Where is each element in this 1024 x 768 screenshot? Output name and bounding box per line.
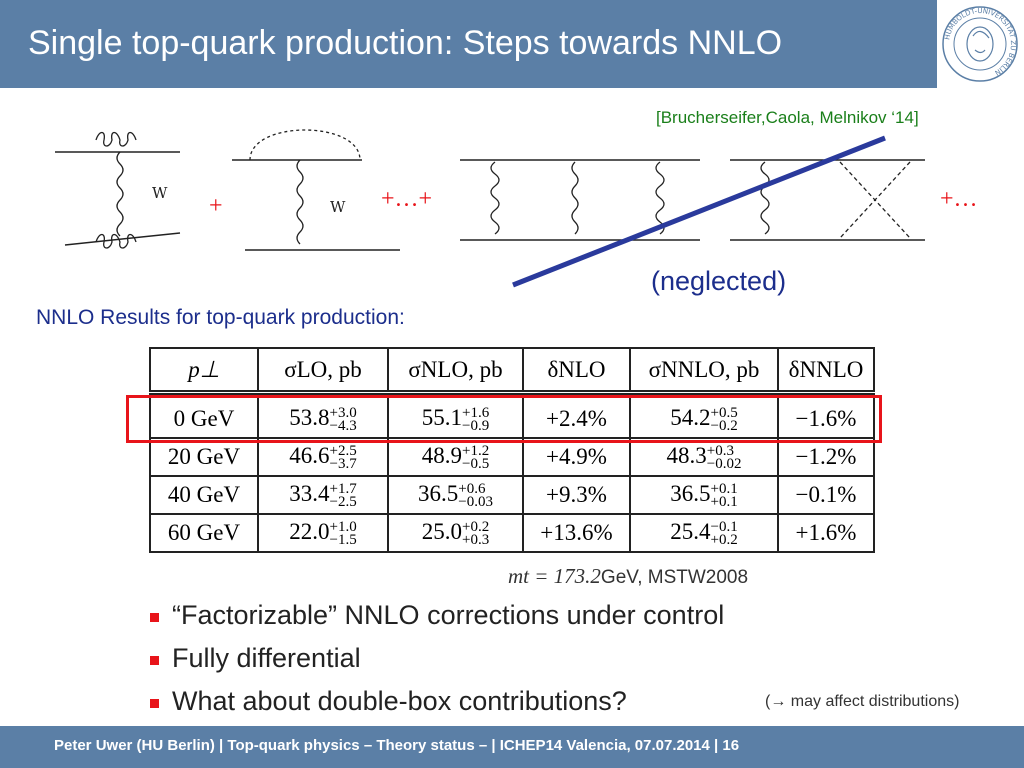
header-bar bbox=[0, 0, 1024, 88]
nnlo-cell: 48.3+0.3 −0.02 bbox=[629, 437, 779, 477]
diagram-1 bbox=[55, 131, 181, 249]
diagram-4 bbox=[730, 159, 925, 241]
neglected-label: (neglected) bbox=[651, 266, 787, 296]
mt-value: mt = 173.2 bbox=[508, 564, 601, 588]
nnlo-cell: 54.2+0.5 −0.2 bbox=[629, 391, 779, 439]
diagram-3 bbox=[460, 159, 700, 241]
plus-sign-2: +…+ bbox=[381, 186, 433, 212]
footer-bar: Peter Uwer (HU Berlin) | Top-quark physi… bbox=[0, 726, 1024, 768]
nlo-cell: 55.1+1.6 −0.9 bbox=[387, 391, 524, 439]
footer-text: Peter Uwer (HU Berlin) | Top-quark physi… bbox=[54, 737, 740, 754]
dnnlo-cell: −1.2% bbox=[777, 437, 875, 477]
results-heading: NNLO Results for top-quark production: bbox=[36, 306, 405, 329]
pt-cell: 20 GeV bbox=[149, 437, 259, 477]
dnlo-cell: +2.4% bbox=[522, 391, 631, 439]
table-row: 0 GeV 53.8+3.0 −4.3 55.1+1.6 −0.9 +2.4% 54… bbox=[149, 391, 875, 439]
strike-line bbox=[512, 135, 886, 288]
lo-cell: 46.6+2.5 −3.7 bbox=[257, 437, 389, 477]
dnlo-cell: +9.3% bbox=[522, 475, 631, 515]
pt-cell: 60 GeV bbox=[149, 513, 259, 553]
lo-cell: 53.8+3.0 −4.3 bbox=[257, 391, 389, 439]
col-header: σNNLO, pb bbox=[629, 347, 779, 395]
col-header: δNNLO bbox=[777, 347, 875, 395]
highlight-box bbox=[126, 395, 882, 443]
col-header: δNLO bbox=[522, 347, 631, 395]
parameter-note: mt = 173.2GeV, MSTW2008 bbox=[508, 564, 748, 589]
dnnlo-cell: −1.6% bbox=[777, 391, 875, 439]
col-header: p⊥ bbox=[149, 347, 259, 395]
plus-sign-3: +… bbox=[940, 186, 978, 212]
diagram-2 bbox=[232, 129, 400, 251]
dnlo-cell: +13.6% bbox=[522, 513, 631, 553]
table-header-row: p⊥ σLO, pb σNLO, pb δNLO σNNLO, pb δNNLO bbox=[149, 347, 875, 395]
page-title: Single top-quark production: Steps towar… bbox=[28, 24, 783, 62]
w-boson-label-1: W bbox=[152, 184, 168, 202]
plus-sign-1: + bbox=[209, 193, 223, 219]
col-header: σNLO, pb bbox=[387, 347, 524, 395]
table-row: 60 GeV 22.0+1.0 −1.5 25.0+0.2 +0.3 +13.6% … bbox=[149, 513, 875, 553]
pt-cell: 40 GeV bbox=[149, 475, 259, 515]
nnlo-cell: 25.4−0.1 +0.2 bbox=[629, 513, 779, 553]
aside-note: (→ may affect distributions) bbox=[765, 693, 960, 710]
dnlo-cell: +4.9% bbox=[522, 437, 631, 477]
results-table: p⊥ σLO, pb σNLO, pb δNLO σNNLO, pb δNNLO… bbox=[149, 347, 875, 553]
feynman-diagrams: W W bbox=[55, 129, 925, 288]
dnnlo-cell: +1.6% bbox=[777, 513, 875, 553]
table-row: 40 GeV 33.4+1.7 −2.5 36.5+0.6 −0.03 +9.3% … bbox=[149, 475, 875, 515]
nlo-cell: 25.0+0.2 +0.3 bbox=[387, 513, 524, 553]
w-boson-label-2: W bbox=[330, 198, 346, 216]
nlo-cell: 48.9+1.2 −0.5 bbox=[387, 437, 524, 477]
citation: [Brucherseifer,Caola, Melnikov ‘14] bbox=[656, 108, 919, 127]
lo-cell: 22.0+1.0 −1.5 bbox=[257, 513, 389, 553]
lo-cell: 33.4+1.7 −2.5 bbox=[257, 475, 389, 515]
university-logo: HUMBOLDT-UNIVERSITÄT ZU BERLIN bbox=[937, 0, 1024, 88]
nlo-cell: 36.5+0.6 −0.03 bbox=[387, 475, 524, 515]
dnnlo-cell: −0.1% bbox=[777, 475, 875, 515]
bullet-square-icon bbox=[150, 613, 159, 622]
pt-cell: 0 GeV bbox=[149, 391, 259, 439]
bullet-square-icon bbox=[150, 656, 159, 665]
note-rest: GeV, MSTW2008 bbox=[600, 567, 749, 588]
table-row: 20 GeV 46.6+2.5 −3.7 48.9+1.2 −0.5 +4.9% 4… bbox=[149, 437, 875, 477]
nnlo-cell: 36.5+0.1 +0.1 bbox=[629, 475, 779, 515]
bullet-square-icon bbox=[150, 699, 159, 708]
col-header: σLO, pb bbox=[257, 347, 389, 395]
